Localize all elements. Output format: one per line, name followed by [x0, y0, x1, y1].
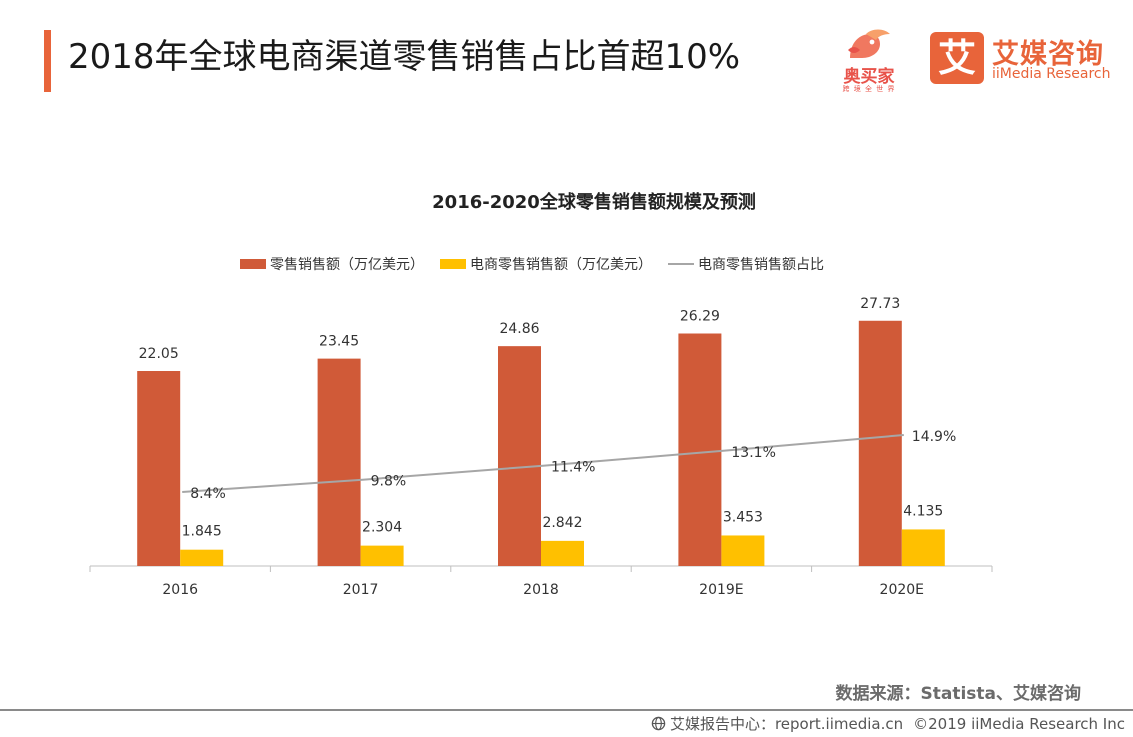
data-label-share-2016: 8.4%	[190, 486, 226, 502]
footer-divider	[0, 709, 1133, 711]
data-label-ecommerce-2018: 2.842	[542, 515, 582, 531]
data-label-ecommerce-2019E: 3.453	[723, 509, 763, 525]
bar-retail-2020E	[858, 320, 902, 566]
data-label-ecommerce-2020E: 4.135	[903, 503, 943, 519]
chart-legend: 零售销售额（万亿美元） 电商零售销售额（万亿美元） 电商零售销售额占比	[240, 253, 840, 275]
chart-title: 2016-2020全球零售销售额规模及预测	[432, 192, 756, 213]
bird-logo-icon	[848, 29, 890, 58]
aomaijia-tagline: 跨 境 全 世 界	[842, 85, 896, 93]
bar-ecommerce-2018	[541, 540, 584, 566]
x-tick-label-2016: 2016	[162, 582, 198, 598]
legend-label-share: 电商零售销售额占比	[698, 257, 824, 273]
footer: 艾媒报告中心：report.iimedia.cn ©2019 iiMedia R…	[651, 713, 1125, 734]
bar-ecommerce-2019E	[721, 535, 765, 566]
x-tick-label-2018: 2018	[523, 582, 559, 598]
data-label-share-2020E: 14.9%	[912, 429, 956, 445]
line-ecommerce-share	[182, 434, 904, 493]
aomaijia-name: 奥买家	[843, 67, 895, 87]
data-label-retail-2019E: 26.29	[680, 309, 720, 325]
legend-swatch-ecommerce	[440, 259, 466, 269]
bar-ecommerce-2020E	[901, 529, 945, 566]
legend-label-retail: 零售销售额（万亿美元）	[270, 257, 424, 273]
x-tick-label-2019E: 2019E	[699, 582, 743, 598]
data-label-ecommerce-2016: 1.845	[182, 524, 222, 540]
bar-ecommerce-2016	[180, 549, 224, 566]
legend-item-retail: 零售销售额（万亿美元）	[240, 254, 424, 274]
iimedia-name-cn: 艾媒咨询	[992, 39, 1104, 70]
iimedia-name-en: iiMedia Research	[992, 66, 1111, 82]
legend-swatch-share	[668, 263, 694, 265]
x-tick-label-2020E: 2020E	[880, 582, 924, 598]
page-title: 2018年全球电商渠道零售销售占比首超10%	[68, 37, 741, 77]
legend-swatch-retail	[240, 259, 266, 269]
data-label-retail-2017: 23.45	[319, 334, 359, 350]
data-label-retail-2020E: 27.73	[860, 296, 900, 312]
bar-retail-2018	[498, 346, 541, 566]
bar-ecommerce-2017	[360, 545, 404, 566]
aomaijia-logo: 奥买家 跨 境 全 世 界	[836, 28, 902, 98]
bar-retail-2019E	[678, 333, 722, 566]
data-label-retail-2018: 24.86	[499, 321, 539, 337]
legend-label-ecommerce: 电商零售销售额（万亿美元）	[470, 257, 652, 273]
globe-icon	[651, 716, 666, 731]
data-source: 数据来源：Statista、艾媒咨询	[835, 684, 1081, 704]
data-label-retail-2016: 22.05	[139, 346, 179, 362]
copyright: ©2019 iiMedia Research Inc	[913, 714, 1125, 733]
data-label-share-2017: 9.8%	[371, 474, 407, 490]
iimedia-logo: 艾 艾媒咨询 iiMedia Research	[930, 32, 1120, 88]
data-label-share-2018: 11.4%	[551, 460, 595, 476]
iimedia-mark: 艾	[930, 32, 984, 84]
bar-retail-2017	[317, 358, 361, 566]
x-tick-label-2017: 2017	[343, 582, 379, 598]
data-label-ecommerce-2017: 2.304	[362, 520, 402, 536]
report-center-link[interactable]: 艾媒报告中心：report.iimedia.cn	[669, 715, 904, 733]
title-accent-bar	[44, 30, 51, 92]
legend-item-ecommerce: 电商零售销售额（万亿美元）	[440, 254, 652, 274]
legend-item-share: 电商零售销售额占比	[668, 254, 824, 274]
bar-retail-2016	[137, 371, 181, 566]
data-label-share-2019E: 13.1%	[731, 445, 775, 461]
